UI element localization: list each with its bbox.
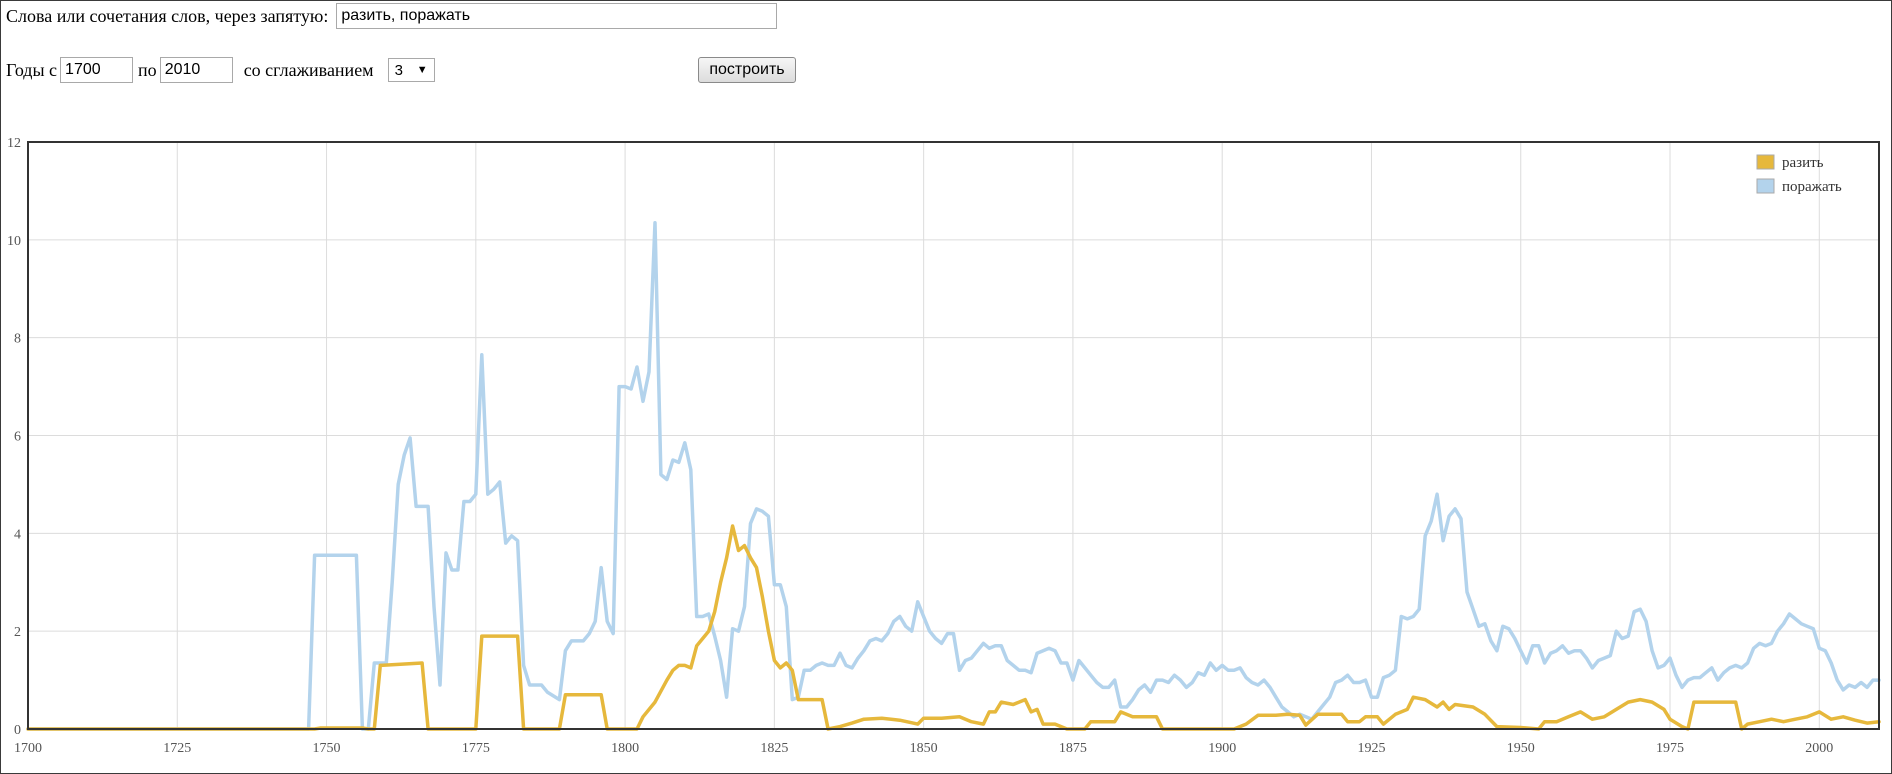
frequency-chart: 1700 1725 1750 1775 1800 1825 1850 1875 1900 1925… [7, 136, 1881, 756]
y-tick-label: 10 [7, 234, 21, 249]
x-tick-label: 1950 [1507, 741, 1535, 756]
legend-swatch [1756, 178, 1775, 194]
smoothing-label: со сглаживанием [243, 59, 374, 80]
chart-series [26, 220, 1881, 731]
legend-label: разить [1782, 155, 1824, 171]
years-to-label: по [138, 59, 157, 80]
x-tick-label: 1750 [313, 741, 341, 756]
legend-swatch [1756, 154, 1775, 170]
smoothing-select[interactable]: 3 ▼ [387, 58, 435, 82]
x-tick-label: 1925 [1357, 741, 1385, 756]
x-tick-label: 1700 [14, 741, 42, 756]
plot-border [27, 141, 1880, 730]
x-tick-label: 1825 [760, 741, 788, 756]
y-tick-label: 12 [7, 136, 21, 151]
y-tick-label: 2 [14, 625, 21, 640]
words-row: Слова или сочетания слов, через запятую: [6, 3, 778, 29]
y-tick-label: 0 [14, 723, 21, 738]
series-line-разить [26, 524, 1881, 731]
words-label: Слова или сочетания слов, через запятую: [6, 5, 329, 26]
build-button[interactable]: построить [698, 57, 796, 83]
x-tick-label: 1850 [910, 741, 938, 756]
chart-axes: 1700 1725 1750 1775 1800 1825 1850 1875 1900 1925… [7, 136, 1833, 756]
chart-legend: разить поражать [1756, 154, 1842, 195]
x-tick-label: 1975 [1656, 741, 1684, 756]
y-tick-label: 6 [14, 430, 21, 445]
chevron-down-icon: ▼ [416, 64, 428, 76]
year-to-input[interactable] [159, 57, 233, 83]
year-from-input[interactable] [60, 57, 134, 83]
x-tick-label: 1875 [1059, 741, 1087, 756]
x-tick-label: 1900 [1208, 741, 1236, 756]
series-line-поражать [26, 220, 1881, 731]
y-tick-label: 8 [14, 332, 21, 347]
x-tick-label: 1725 [163, 741, 191, 756]
years-from-label: Годы с [6, 59, 58, 80]
legend-label: поражать [1782, 179, 1842, 195]
y-tick-label: 4 [14, 527, 21, 542]
smoothing-value: 3 [394, 61, 403, 79]
x-tick-label: 1800 [611, 741, 639, 756]
years-row: Годы с по со сглаживанием 3 ▼ [6, 57, 435, 83]
x-tick-label: 2000 [1805, 741, 1833, 756]
chart-grid [28, 142, 1879, 729]
x-tick-label: 1775 [462, 741, 490, 756]
words-input[interactable] [336, 3, 778, 29]
